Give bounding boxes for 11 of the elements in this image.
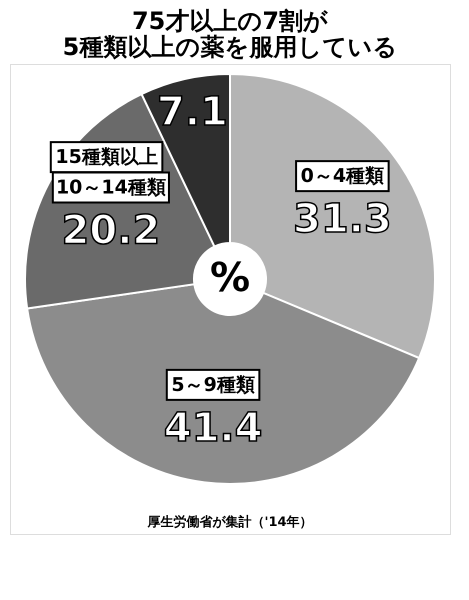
slice-label: 5～9種類 xyxy=(171,374,255,396)
slice-label: 0～4種類 xyxy=(300,165,384,188)
data-label: 31.3 xyxy=(293,196,392,242)
text: 厚生労働省が集計（'14年） xyxy=(146,514,313,530)
data-label: 7.1 xyxy=(156,89,228,136)
data-label: 20.2 xyxy=(62,207,160,254)
data-label: 41.4 xyxy=(164,404,262,451)
text: % xyxy=(210,255,250,301)
slice-label: 10～14種類 xyxy=(56,176,166,198)
slice-label: 15種類以上 xyxy=(55,146,158,168)
chart-title: 75才以上の7割が 5種類以上の薬を服用している xyxy=(62,7,398,61)
